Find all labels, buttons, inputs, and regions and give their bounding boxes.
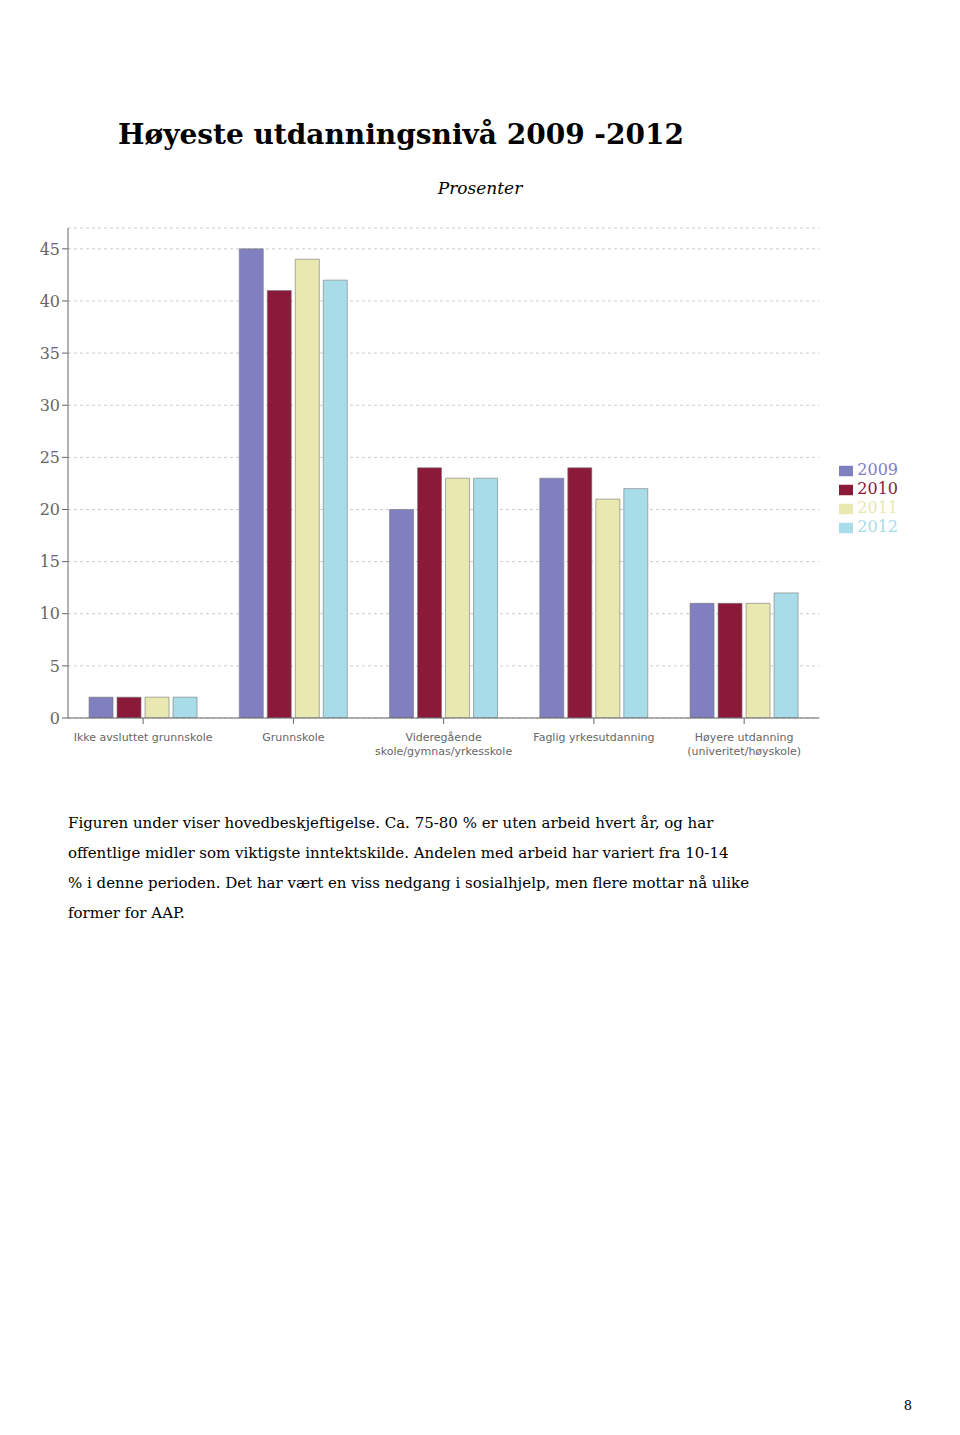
svg-text:5: 5 bbox=[50, 657, 60, 676]
html-text:Prosenter: Prosenter bbox=[437, 178, 523, 198]
svg-text:Høyere utdanning(univeritet/hø: Høyere utdanning(univeritet/høyskole) bbox=[687, 731, 801, 758]
html-text:2010: 2010 bbox=[857, 479, 898, 498]
html-text:2009: 2009 bbox=[857, 460, 898, 479]
svg-text:Grunnskole: Grunnskole bbox=[262, 731, 324, 744]
svg-text:10: 10 bbox=[40, 604, 60, 623]
html-text:% i denne perioden. Det har væ: % i denne perioden. Det har vært en viss… bbox=[68, 874, 750, 892]
html-text:8: 8 bbox=[903, 1398, 912, 1413]
svg-text:Videregåendeskole/gymnas/yrkes: Videregåendeskole/gymnas/yrkesskole bbox=[375, 731, 512, 758]
html-text:Høyeste utdanningsnivå 2009 -2: Høyeste utdanningsnivå 2009 -2012 bbox=[118, 118, 684, 151]
html-text:former for AAP.: former for AAP. bbox=[68, 904, 185, 922]
svg-text:Faglig yrkesutdanning: Faglig yrkesutdanning bbox=[533, 731, 654, 744]
html-text:Figuren under viser hovedbeskj: Figuren under viser hovedbeskjeftigelse.… bbox=[68, 814, 714, 832]
svg-text:35: 35 bbox=[40, 344, 60, 363]
svg-text:30: 30 bbox=[40, 396, 60, 415]
svg-text:25: 25 bbox=[40, 448, 60, 467]
svg-text:Ikke avsluttet grunnskole: Ikke avsluttet grunnskole bbox=[74, 731, 213, 744]
svg-text:0: 0 bbox=[50, 709, 60, 728]
html-text:offentlige midler som viktigst: offentlige midler som viktigste inntekts… bbox=[68, 844, 729, 862]
html-text:2012: 2012 bbox=[857, 517, 898, 536]
svg-text:45: 45 bbox=[40, 240, 60, 259]
svg-text:15: 15 bbox=[40, 552, 60, 571]
html-text:2011: 2011 bbox=[857, 498, 898, 517]
svg-text:40: 40 bbox=[40, 292, 60, 311]
svg-text:20: 20 bbox=[40, 500, 60, 519]
